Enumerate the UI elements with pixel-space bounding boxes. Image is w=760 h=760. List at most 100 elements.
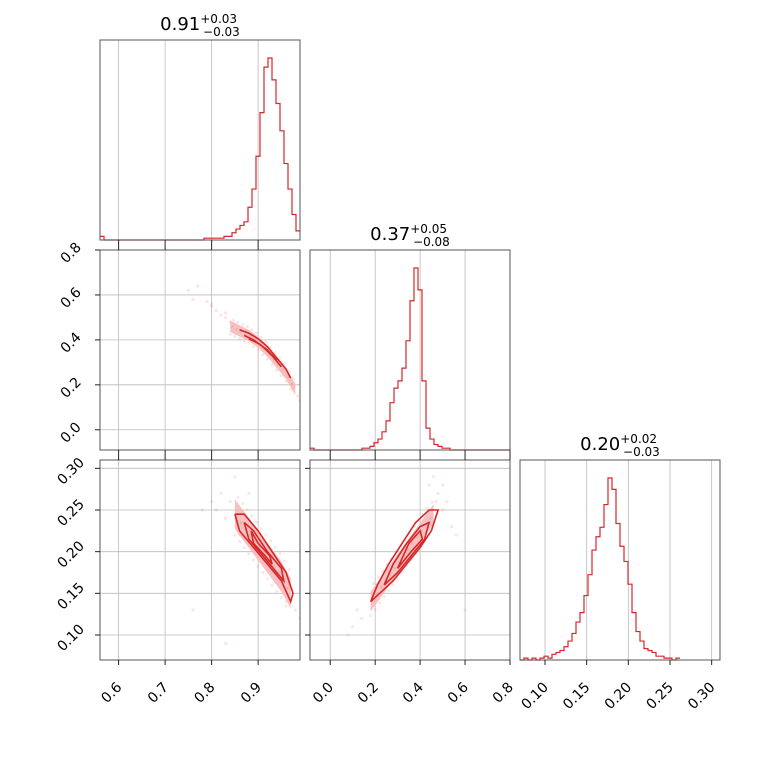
sample-point (431, 475, 436, 479)
sample-point (426, 507, 430, 510)
sample-point (196, 284, 200, 288)
panel-frame (99, 39, 301, 241)
histogram-panel-1: 0.37+0.05 −0.08 (309, 222, 511, 455)
x-tick-label: 0.8 (191, 680, 218, 707)
histogram-title-0: 0.91+0.03 −0.03 (160, 12, 240, 39)
sample-point (415, 535, 419, 539)
sample-point (382, 595, 386, 599)
sample-point (391, 582, 395, 586)
histogram-panel-2: 0.10 0.15 0.20 0.25 0.300.20+0.02 −0.03 (518, 432, 721, 713)
sample-point (233, 475, 237, 479)
sample-point (279, 374, 283, 378)
sample-point (454, 533, 458, 537)
vertical-gridlines (329, 250, 511, 450)
sample-point (265, 357, 269, 361)
sample-point (244, 332, 248, 336)
sample-point (351, 625, 355, 629)
x-tick-label: 0.15 (560, 680, 593, 713)
sample-point (378, 601, 382, 605)
histogram-title-2: 0.20+0.02 −0.03 (580, 432, 660, 459)
density-fill (230, 320, 296, 395)
sample-point (376, 575, 380, 579)
sample-point (219, 491, 223, 495)
y-tick-label: 0.8 (58, 240, 85, 267)
panel-frame (309, 249, 511, 451)
panel-frame (309, 459, 511, 661)
sample-point (292, 377, 296, 381)
title-plus-error: +0.02 (620, 432, 657, 446)
sample-point (379, 585, 383, 589)
title-median: 0.20 (580, 434, 620, 455)
sample-point (278, 356, 282, 360)
sample-point (279, 596, 283, 600)
sample-point (269, 345, 273, 349)
title-median: 0.37 (370, 224, 410, 245)
horizontal-gridlines (100, 249, 300, 431)
sample-point (261, 352, 265, 356)
sample-point (236, 320, 240, 324)
x-tick-label: 0.6 (98, 679, 125, 706)
sample-point (286, 586, 290, 590)
sample-point (223, 315, 228, 320)
sample-point (346, 633, 350, 637)
sample-point (273, 545, 277, 549)
contour-line-1 (383, 521, 431, 586)
sample-point (290, 382, 294, 386)
sample-point (270, 583, 274, 587)
sample-point (241, 502, 245, 506)
histogram-step-2 (520, 477, 680, 661)
sample-point (278, 552, 282, 556)
sample-point (406, 548, 410, 552)
sample-point (238, 337, 242, 341)
sample-point (247, 341, 251, 345)
sample-point (427, 483, 431, 487)
sample-point (245, 325, 249, 329)
sample-point (238, 539, 242, 543)
sample-point (191, 608, 195, 612)
sample-point (411, 541, 415, 545)
sample-point (255, 331, 259, 335)
sample-point (223, 311, 228, 315)
sample-point (231, 318, 235, 322)
sample-point (250, 514, 254, 518)
sample-point (214, 508, 218, 512)
sample-point (269, 539, 273, 543)
sample-point (205, 300, 209, 304)
x-tick-label: 0.25 (643, 680, 676, 713)
sample-point (264, 340, 268, 344)
sample-point (228, 500, 232, 504)
vertical-gridlines (118, 40, 259, 240)
x-tick-label: 0.8 (490, 680, 517, 707)
sample-point (281, 368, 285, 372)
histogram-step-1 (310, 267, 510, 451)
sample-point (284, 604, 288, 608)
sample-point (247, 552, 251, 556)
contour-line-1 (243, 521, 286, 584)
sample-point (296, 394, 300, 398)
sample-point (369, 614, 373, 618)
scatter-panel-1: 0.6 0.7 0.8 0.9 0.10 0.15 0.20 0.25 0.30 (54, 455, 301, 707)
sample-point (191, 297, 195, 302)
panel-frame (99, 459, 301, 661)
sample-point (275, 368, 279, 372)
scatter-panel-0: 0.0 0.2 0.4 0.6 0.8 (58, 240, 301, 455)
contour-line-0 (234, 513, 294, 605)
panel-content (191, 475, 300, 645)
sample-point (440, 483, 445, 487)
sample-point (284, 379, 288, 383)
sample-point (449, 525, 454, 529)
sample-point (434, 500, 438, 504)
sample-point (261, 571, 265, 575)
vertical-gridlines (118, 250, 259, 450)
sample-point (234, 327, 238, 331)
contour-line-0 (369, 509, 440, 603)
sample-point (372, 582, 376, 585)
panel-content (186, 284, 300, 403)
contour-line-2 (396, 529, 424, 569)
panel-content (346, 475, 467, 637)
vertical-gridlines (544, 460, 713, 660)
vertical-gridlines (118, 460, 259, 660)
sample-point (236, 495, 240, 499)
sample-point (219, 313, 223, 317)
sample-point (375, 591, 379, 595)
